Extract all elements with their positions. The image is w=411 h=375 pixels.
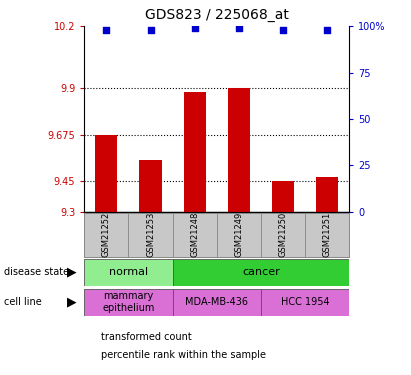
Title: GDS823 / 225068_at: GDS823 / 225068_at [145,9,289,22]
Bar [228,88,250,212]
Text: percentile rank within the sample: percentile rank within the sample [101,351,266,360]
Bar [95,135,118,212]
Bar [84,259,173,286]
Bar [184,92,206,212]
Text: cancer: cancer [242,267,280,277]
Text: GSM21251: GSM21251 [323,212,332,257]
Bar [316,177,338,212]
Bar [261,213,305,257]
Text: MDA-MB-436: MDA-MB-436 [185,297,248,307]
Bar [217,213,261,257]
Bar [173,213,217,257]
Point [192,25,198,31]
Bar [84,213,128,257]
Text: cell line: cell line [4,297,42,307]
Text: transformed count: transformed count [101,332,192,342]
Text: HCC 1954: HCC 1954 [281,297,330,307]
Text: GSM21252: GSM21252 [102,212,111,257]
Text: ▶: ▶ [67,296,77,309]
Text: ▶: ▶ [67,266,77,279]
Text: GSM21249: GSM21249 [234,212,243,257]
Point [280,27,286,33]
Point [103,27,110,33]
Point [236,25,242,31]
Text: GSM21250: GSM21250 [279,212,288,257]
Bar [261,289,349,316]
Bar [173,289,261,316]
Bar [128,213,173,257]
Text: normal: normal [109,267,148,277]
Text: GSM21248: GSM21248 [190,212,199,257]
Bar [84,289,173,316]
Text: mammary
epithelium: mammary epithelium [102,291,155,313]
Point [324,27,330,33]
Bar [139,160,162,212]
Text: disease state: disease state [4,267,69,277]
Bar [305,213,349,257]
Point [147,27,154,33]
Bar [272,181,294,212]
Bar [173,259,349,286]
Text: GSM21253: GSM21253 [146,212,155,257]
